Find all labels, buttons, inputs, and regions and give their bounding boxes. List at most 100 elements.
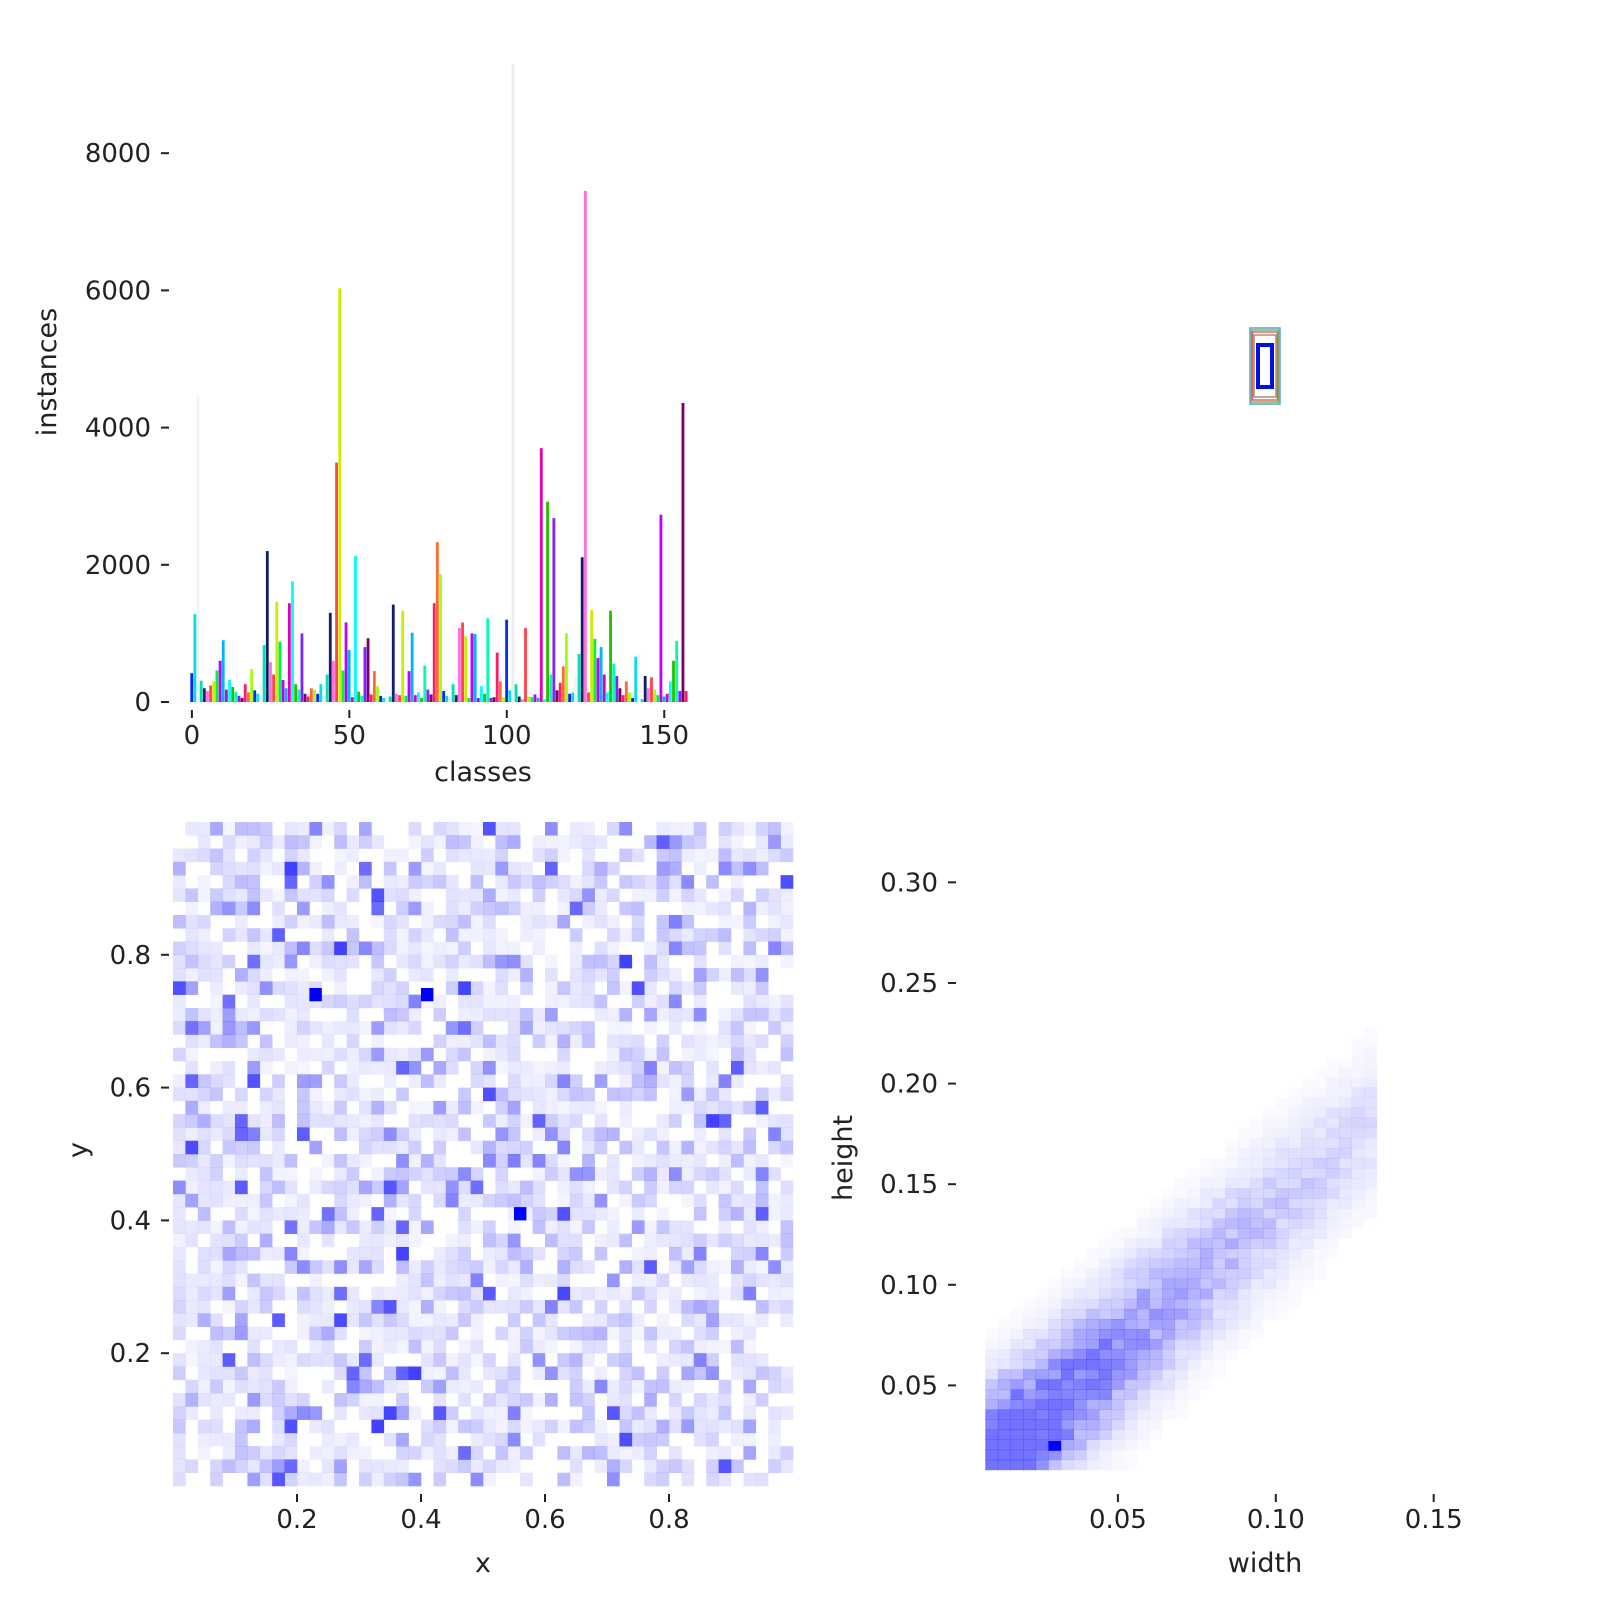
heatmap-cell bbox=[1098, 1429, 1112, 1441]
heatmap-cell bbox=[1338, 1067, 1352, 1078]
heatmap-cell bbox=[1149, 1298, 1163, 1310]
heatmap-cell bbox=[222, 1393, 236, 1407]
heatmap-cell bbox=[520, 1180, 533, 1195]
heatmap-cell bbox=[656, 1326, 670, 1341]
histogram-bar bbox=[539, 448, 543, 702]
heatmap-cell bbox=[1351, 1087, 1365, 1098]
heatmap-cell bbox=[1288, 1107, 1302, 1119]
heatmap-cell bbox=[582, 1127, 595, 1142]
heatmap-cell bbox=[1225, 1238, 1239, 1249]
heatmap-cell bbox=[433, 1140, 447, 1155]
heatmap-cell bbox=[681, 1100, 695, 1115]
heatmap-cell bbox=[235, 1432, 248, 1447]
heatmap-cell bbox=[1035, 1369, 1049, 1380]
heatmap-cell bbox=[569, 968, 583, 982]
heatmap-cell bbox=[1326, 1067, 1339, 1077]
heatmap-cell bbox=[1288, 1238, 1302, 1249]
heatmap-cell bbox=[1136, 1379, 1150, 1390]
heatmap-cell bbox=[495, 1047, 509, 1062]
histogram-bar bbox=[231, 686, 235, 702]
heatmap-cell bbox=[185, 941, 199, 956]
heatmap-cell bbox=[185, 1061, 199, 1075]
heatmap-cell bbox=[582, 1406, 595, 1420]
heatmap-cell bbox=[396, 1246, 409, 1261]
heatmap-cell bbox=[383, 1074, 397, 1088]
heatmap-cell bbox=[693, 1007, 707, 1022]
heatmap-cell bbox=[284, 1446, 298, 1460]
heatmap-cell bbox=[334, 1074, 347, 1088]
heatmap-cell bbox=[309, 888, 323, 902]
heatmap-cell bbox=[445, 822, 459, 836]
heatmap-cell bbox=[173, 1074, 186, 1088]
heatmap-cell bbox=[1111, 1409, 1125, 1420]
heatmap-cell bbox=[619, 1061, 633, 1075]
heatmap-cell bbox=[619, 1260, 633, 1274]
heatmap-cell bbox=[445, 1180, 459, 1195]
histogram-bar bbox=[662, 696, 666, 702]
heatmap-cell bbox=[396, 888, 409, 902]
heatmap-cell bbox=[631, 1326, 645, 1341]
heatmap-cell bbox=[185, 1087, 199, 1102]
heatmap-cell bbox=[1200, 1278, 1213, 1290]
heatmap-cell bbox=[284, 822, 298, 836]
heatmap-cell bbox=[619, 1021, 633, 1035]
heatmap-cell bbox=[1288, 1228, 1302, 1239]
heatmap-cell bbox=[1275, 1268, 1289, 1280]
heatmap-cell bbox=[1174, 1198, 1188, 1209]
heatmap-cell bbox=[483, 1286, 496, 1301]
heatmap-cell bbox=[371, 1393, 385, 1407]
heatmap-cell bbox=[185, 1167, 199, 1181]
heatmap-cell bbox=[235, 1167, 248, 1181]
heatmap-cell bbox=[532, 1313, 546, 1327]
heatmap-cell bbox=[1225, 1288, 1239, 1300]
heatmap-cell bbox=[247, 1193, 261, 1208]
heatmap-cell bbox=[1338, 1107, 1352, 1119]
heatmap-cell bbox=[681, 1233, 695, 1248]
heatmap-cell bbox=[346, 1034, 360, 1049]
heatmap-cell bbox=[718, 1419, 732, 1434]
heatmap-cell bbox=[421, 1220, 434, 1234]
heatmap-cell bbox=[619, 1393, 633, 1407]
heatmap-cell bbox=[718, 1406, 732, 1420]
heatmap-cell bbox=[594, 875, 608, 889]
heatmap-cell bbox=[607, 1446, 620, 1460]
heatmap-cell bbox=[557, 981, 571, 995]
heatmap-cell bbox=[718, 1087, 732, 1102]
heatmap-cell bbox=[235, 1007, 248, 1022]
heatmap-cell bbox=[483, 1366, 496, 1381]
heatmap-cell bbox=[371, 968, 385, 982]
heatmap-cell bbox=[768, 1379, 781, 1394]
histogram-bar bbox=[426, 689, 430, 702]
heatmap-cell bbox=[470, 1220, 484, 1234]
heatmap-cell bbox=[222, 1061, 236, 1075]
heatmap-cell bbox=[470, 914, 484, 929]
heatmap-cell bbox=[1275, 1208, 1289, 1219]
heatmap-cell bbox=[210, 1127, 223, 1142]
y-tick-label: 0.2 bbox=[110, 1339, 151, 1369]
heatmap-cell bbox=[755, 1273, 769, 1288]
heatmap-cell bbox=[173, 914, 186, 929]
heatmap-cell bbox=[569, 1472, 583, 1487]
histogram-bar bbox=[495, 652, 499, 702]
heatmap-cell bbox=[173, 1114, 186, 1128]
heatmap-cell bbox=[1275, 1127, 1289, 1139]
heatmap-cell bbox=[997, 1429, 1011, 1441]
heatmap-cell bbox=[396, 901, 409, 916]
histogram-bar bbox=[659, 514, 663, 702]
heatmap-cell bbox=[507, 875, 521, 889]
heatmap-cell bbox=[1124, 1228, 1137, 1238]
heatmap-cell bbox=[1111, 1419, 1125, 1430]
heatmap-cell bbox=[1250, 1278, 1264, 1290]
heatmap-cell bbox=[334, 901, 347, 916]
heatmap-cell bbox=[1124, 1258, 1138, 1269]
heatmap-cell bbox=[545, 1074, 558, 1088]
histogram-bar bbox=[498, 681, 502, 702]
heatmap-cell bbox=[582, 1021, 595, 1035]
heatmap-cell bbox=[507, 1021, 521, 1035]
heatmap-cell bbox=[1212, 1208, 1226, 1219]
heatmap-cell bbox=[718, 822, 732, 836]
heatmap-cell bbox=[396, 1446, 409, 1460]
heatmap-cell bbox=[656, 1459, 670, 1474]
heatmap-cell bbox=[458, 901, 471, 916]
heatmap-cell bbox=[334, 835, 347, 849]
